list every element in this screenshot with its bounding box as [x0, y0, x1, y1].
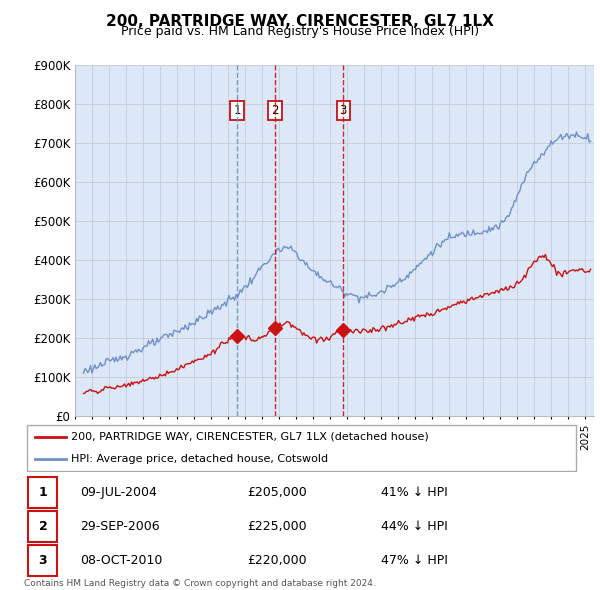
Text: £205,000: £205,000 — [247, 486, 307, 499]
Text: 3: 3 — [38, 554, 47, 567]
Text: 2: 2 — [38, 520, 47, 533]
Text: 3: 3 — [340, 104, 347, 117]
Text: Price paid vs. HM Land Registry's House Price Index (HPI): Price paid vs. HM Land Registry's House … — [121, 25, 479, 38]
Text: Contains HM Land Registry data © Crown copyright and database right 2024.: Contains HM Land Registry data © Crown c… — [24, 579, 376, 588]
Text: 47% ↓ HPI: 47% ↓ HPI — [381, 554, 448, 567]
Text: 2: 2 — [271, 104, 278, 117]
FancyBboxPatch shape — [28, 477, 58, 508]
Text: HPI: Average price, detached house, Cotswold: HPI: Average price, detached house, Cots… — [71, 454, 329, 464]
FancyBboxPatch shape — [28, 545, 58, 576]
Text: 09-JUL-2004: 09-JUL-2004 — [80, 486, 157, 499]
Text: 1: 1 — [233, 104, 241, 117]
Text: 1: 1 — [38, 486, 47, 499]
Text: 44% ↓ HPI: 44% ↓ HPI — [381, 520, 448, 533]
Text: 200, PARTRIDGE WAY, CIRENCESTER, GL7 1LX: 200, PARTRIDGE WAY, CIRENCESTER, GL7 1LX — [106, 14, 494, 28]
Text: 08-OCT-2010: 08-OCT-2010 — [80, 554, 162, 567]
Text: £220,000: £220,000 — [247, 554, 307, 567]
FancyBboxPatch shape — [27, 425, 577, 471]
Text: 41% ↓ HPI: 41% ↓ HPI — [381, 486, 448, 499]
FancyBboxPatch shape — [28, 511, 58, 542]
Text: £225,000: £225,000 — [247, 520, 307, 533]
Text: 29-SEP-2006: 29-SEP-2006 — [80, 520, 160, 533]
Text: 200, PARTRIDGE WAY, CIRENCESTER, GL7 1LX (detached house): 200, PARTRIDGE WAY, CIRENCESTER, GL7 1LX… — [71, 432, 429, 442]
